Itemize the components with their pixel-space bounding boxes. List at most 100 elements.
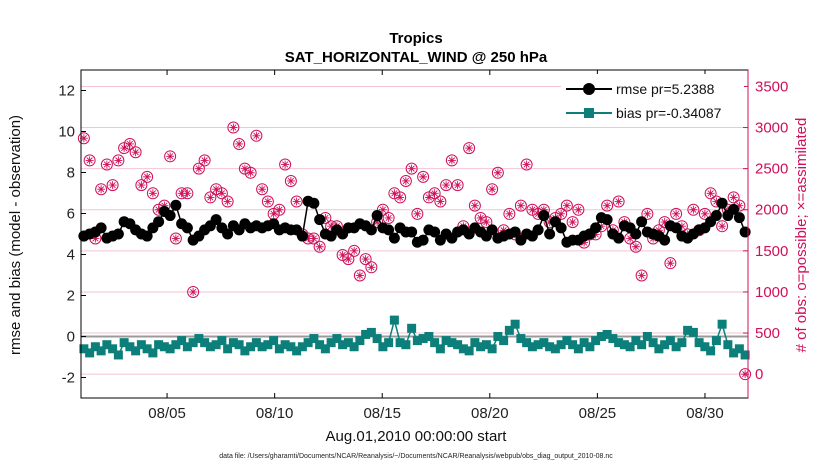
- bias-point: [614, 338, 624, 348]
- bias-point: [205, 342, 215, 352]
- obs-count-point: [405, 162, 418, 175]
- obs-possible-marker: [629, 240, 642, 253]
- obs-possible-marker: [359, 253, 372, 266]
- obs-count-point: [83, 154, 96, 167]
- obs-assimilated-marker: [723, 205, 732, 214]
- bias-point: [159, 342, 169, 352]
- rmse-point: [406, 226, 418, 238]
- obs-assimilated-marker: [413, 209, 422, 218]
- obs-assimilated-marker: [562, 201, 571, 210]
- obs-count-point: [612, 195, 625, 208]
- obs-count-point: [566, 216, 579, 229]
- bias-point: [585, 342, 595, 352]
- bias-point: [418, 334, 428, 344]
- obs-assimilated-marker: [557, 209, 566, 218]
- bias-point: [660, 340, 670, 350]
- obs-assimilated-marker: [729, 193, 738, 202]
- bias-point: [527, 342, 537, 352]
- bias-point: [591, 336, 601, 346]
- rmse-point: [308, 197, 320, 209]
- obs-possible-marker: [601, 199, 614, 212]
- obs-count-point: [417, 170, 430, 183]
- y-right-tick-label: 1500: [755, 243, 788, 260]
- bias-point: [234, 340, 244, 350]
- x-tick-label: 08/10: [256, 405, 294, 422]
- obs-count-point: [307, 232, 320, 245]
- rmse-point: [365, 224, 377, 236]
- obs-assimilated-marker: [528, 205, 537, 214]
- bias-point: [619, 340, 629, 350]
- obs-count-point: [77, 132, 90, 145]
- obs-assimilated-marker: [263, 197, 272, 206]
- obs-assimilated-marker: [643, 209, 652, 218]
- obs-possible-marker: [572, 203, 585, 216]
- bias-point: [447, 338, 457, 348]
- rmse-point: [141, 230, 153, 242]
- y-tick-label: -2: [62, 370, 75, 387]
- obs-assimilated-marker: [321, 213, 330, 222]
- rmse-point: [417, 234, 429, 246]
- obs-count-point: [480, 216, 493, 229]
- obs-assimilated-marker: [465, 144, 474, 153]
- bias-point: [165, 344, 175, 354]
- obs-assimilated-marker: [660, 218, 669, 227]
- obs-possible-marker: [187, 285, 200, 298]
- obs-possible-marker: [204, 191, 217, 204]
- y-tick-label: 2: [67, 288, 75, 305]
- bias-point: [464, 346, 474, 356]
- rmse-point: [112, 228, 124, 240]
- obs-possible-marker: [376, 203, 389, 216]
- y-axis-right-label: # of obs: o=possible; ×=assimilated: [793, 118, 810, 353]
- obs-count-point: [164, 150, 177, 163]
- obs-possible-marker: [491, 166, 504, 179]
- bias-point: [458, 344, 468, 354]
- obs-count-point: [261, 195, 274, 208]
- bias-point: [677, 338, 687, 348]
- obs-count-point: [704, 187, 717, 200]
- obs-assimilated-marker: [706, 189, 715, 198]
- obs-assimilated-marker: [488, 185, 497, 194]
- bias-point: [740, 350, 750, 360]
- obs-assimilated-marker: [516, 201, 525, 210]
- obs-possible-marker: [514, 199, 527, 212]
- obs-possible-marker: [555, 207, 568, 220]
- obs-possible-marker: [106, 179, 119, 192]
- obs-possible-marker: [227, 121, 240, 134]
- obs-count-point: [284, 174, 297, 187]
- obs-assimilated-marker: [626, 234, 635, 243]
- rmse-point: [613, 232, 625, 244]
- bias-point: [545, 342, 555, 352]
- obs-assimilated-marker: [200, 156, 209, 165]
- bias-point: [338, 340, 348, 350]
- obs-assimilated-marker: [735, 201, 744, 210]
- obs-possible-marker: [480, 216, 493, 229]
- data-file-footnote: data file: /Users/gharamti/Documents/NCA…: [219, 453, 613, 460]
- obs-assimilated-marker: [102, 160, 111, 169]
- bias-point: [596, 332, 606, 341]
- obs-assimilated-marker: [212, 185, 221, 194]
- bias-point: [320, 344, 330, 354]
- bias-point: [711, 336, 721, 346]
- obs-possible-marker: [486, 183, 499, 196]
- obs-assimilated-marker: [246, 168, 255, 177]
- bias-point: [90, 342, 100, 352]
- bias-point: [332, 334, 342, 344]
- y-right-tick-label: 2500: [755, 161, 788, 178]
- bias-point: [642, 332, 652, 341]
- y-axis-label: rmse and bias (model - observation): [7, 115, 24, 355]
- obs-assimilated-marker: [148, 189, 157, 198]
- obs-possible-marker: [670, 207, 683, 220]
- y-right-tick-label: 0: [755, 366, 763, 383]
- bias-point: [493, 332, 503, 341]
- bias-point: [188, 338, 198, 348]
- obs-count-point: [100, 158, 113, 171]
- obs-count-point: [560, 199, 573, 212]
- legend-rmse-label: rmse pr=5.2388: [616, 81, 715, 97]
- bias-point: [309, 334, 319, 344]
- obs-count-point: [123, 137, 136, 150]
- obs-assimilated-marker: [97, 185, 106, 194]
- bias-point: [211, 340, 221, 350]
- obs-possible-marker: [123, 137, 136, 150]
- obs-assimilated-marker: [143, 172, 152, 181]
- obs-assimilated-marker: [700, 209, 709, 218]
